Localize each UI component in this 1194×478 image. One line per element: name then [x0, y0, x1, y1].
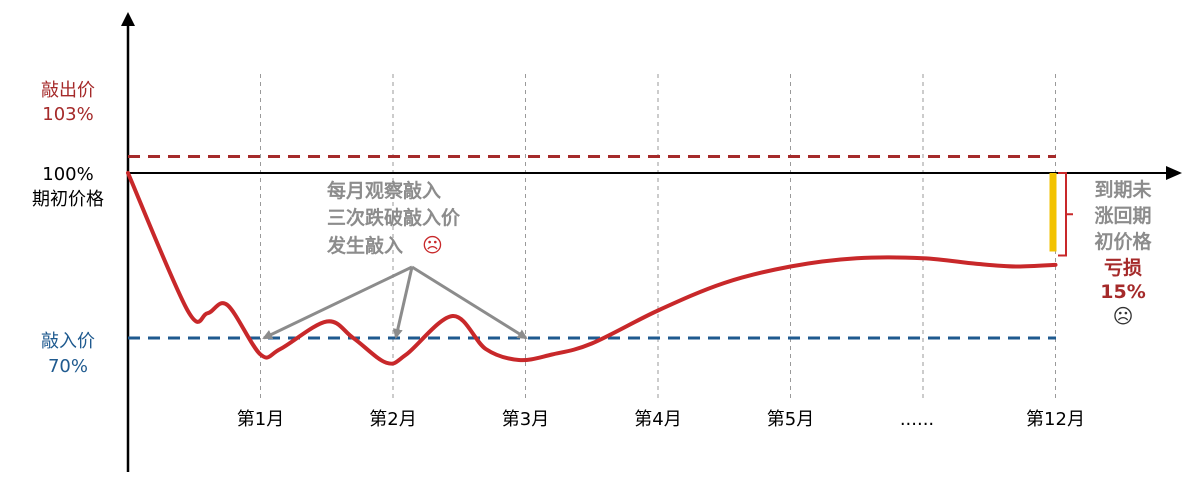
knock-in-note-line-1: 每月观察敲入	[327, 179, 441, 202]
knock-out-label: 敲出价	[41, 80, 95, 101]
sad-face-icon: ☹	[422, 233, 443, 257]
y-axis-arrow-icon	[121, 12, 135, 26]
x-tick-label-7: 第12月	[1026, 409, 1085, 430]
loss-bracket	[1058, 172, 1073, 257]
knock-in-note-line-2: 三次跌破敲入价	[327, 206, 461, 229]
loss-sad-face-icon: ☹	[1113, 304, 1134, 328]
x-axis-arrow-icon	[1166, 166, 1182, 180]
initial-value: 100%	[42, 164, 93, 185]
end-note-line-1: 到期未	[1094, 178, 1151, 201]
arrow-to-month-2	[392, 266, 414, 339]
end-note-line-3: 初价格	[1094, 230, 1152, 253]
end-note-line-2: 涨回期	[1094, 205, 1151, 227]
x-tick-label-2: 第2月	[369, 409, 416, 430]
x-tick-label-5: 第5月	[767, 409, 814, 430]
x-tick-label-1: 第1月	[237, 409, 284, 430]
arrow-to-month-1	[262, 265, 413, 340]
price-path-series	[126, 171, 1058, 366]
x-tick-label-3: 第3月	[502, 409, 549, 430]
x-tick-label-4: 第4月	[634, 409, 681, 430]
x-tick-labels: 第1月 第2月 第3月 第4月 第5月...... 第12月	[237, 409, 1085, 430]
knock-in-value: 70%	[48, 356, 88, 377]
loss-value: 15%	[1100, 281, 1145, 303]
knock-in-note-line-3: 发生敲入	[326, 234, 403, 257]
initial-label: 期初价格	[32, 189, 104, 210]
knock-in-arrows	[262, 265, 528, 340]
knock-out-value: 103%	[42, 104, 93, 125]
arrow-to-month-3	[411, 265, 528, 340]
knock-in-label: 敲入价	[41, 331, 95, 352]
x-tick-label-6: ......	[900, 409, 934, 430]
loss-label: 亏损	[1104, 257, 1142, 279]
